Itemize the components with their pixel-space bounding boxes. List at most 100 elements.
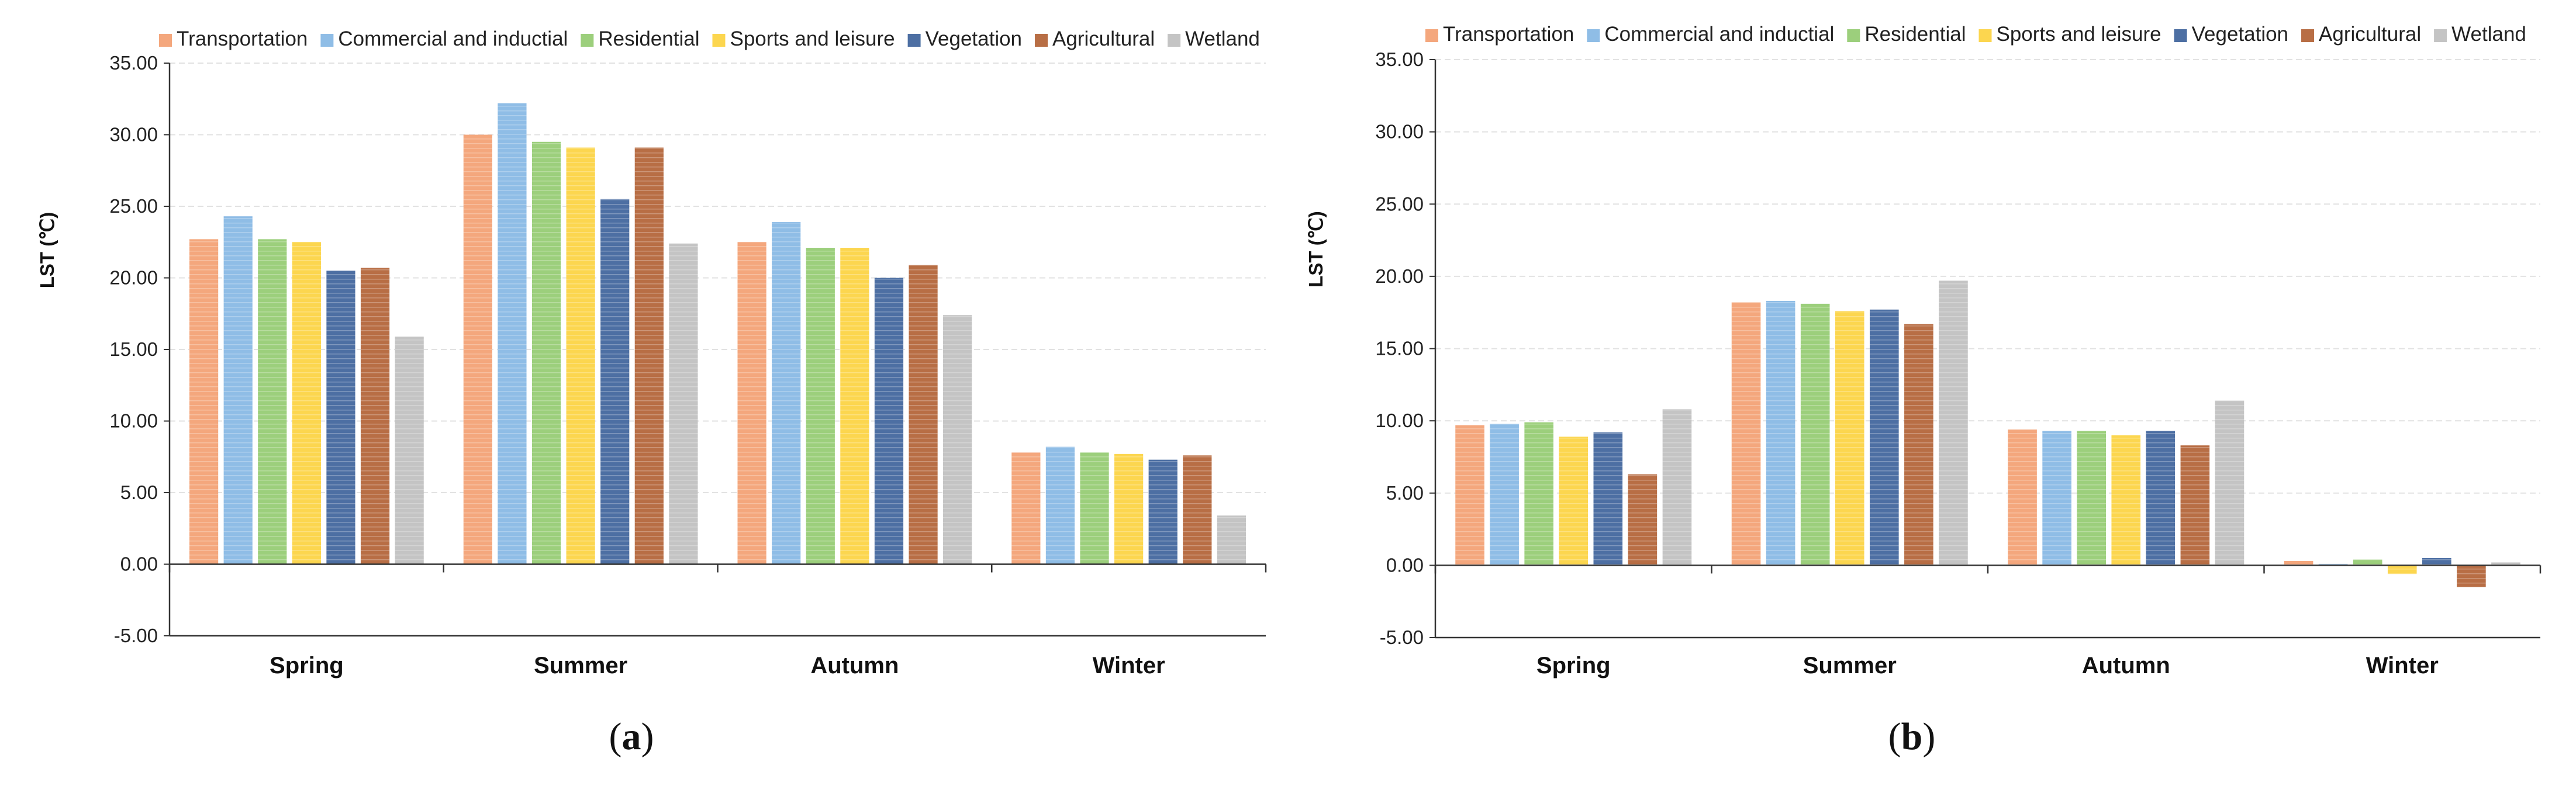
bar-agricultural-summer — [634, 147, 664, 565]
legend: Transportation Commercial and inductial Re… — [159, 27, 1260, 50]
bar-sports-and-leisure-spring — [1559, 437, 1589, 566]
bar-texture — [2180, 445, 2210, 566]
bar-texture — [498, 103, 527, 565]
legend-item-residential: Residential — [1847, 23, 1966, 46]
bar-sports-and-leisure-winter — [1114, 453, 1144, 565]
bar-texture — [1593, 432, 1623, 566]
y-tick-label: 10.00 — [1375, 410, 1424, 431]
category-labels: Spring Summer Autumn Winter — [270, 653, 1165, 678]
legend-swatch — [2301, 29, 2315, 42]
y-tick-label: 0.00 — [1386, 554, 1424, 576]
bar-sports-and-leisure-winter — [2387, 565, 2417, 574]
category-label-summer: Summer — [1803, 653, 1897, 678]
bar-wetland-spring — [395, 336, 424, 565]
bar-residential-autumn — [806, 248, 835, 565]
bar-wetland-winter — [2491, 562, 2520, 566]
bar-residential-spring — [1524, 422, 1553, 566]
y-tick-label: 35.00 — [1375, 49, 1424, 70]
legend-label: Wetland — [1185, 27, 1260, 50]
legend-label: Agricultural — [2319, 23, 2421, 46]
legend-item-agricultural: Agricultural — [1035, 27, 1155, 50]
y-tick-label: 30.00 — [109, 124, 158, 146]
legend-swatch — [581, 34, 594, 47]
legend-item-wetland: Wetland — [1168, 27, 1260, 50]
bar-texture — [223, 216, 253, 565]
category-label-winter: Winter — [1093, 653, 1165, 678]
category-label-winter: Winter — [2366, 653, 2439, 678]
bar-texture — [360, 268, 390, 565]
bar-transportation-winter — [2284, 560, 2313, 566]
bar-texture — [1939, 281, 1968, 566]
legend-item-agricultural: Agricultural — [2301, 23, 2421, 46]
category-labels: Spring Summer Autumn Winter — [1536, 653, 2439, 678]
category-label-autumn: Autumn — [2082, 653, 2170, 678]
legend-swatch — [2434, 29, 2447, 42]
y-tick-label: 10.00 — [109, 410, 158, 432]
legend-label: Residential — [1864, 23, 1966, 46]
bar-texture — [909, 265, 938, 565]
y-tick-label: 25.00 — [109, 195, 158, 217]
y-axis-ticks: -5.00 0.00 5.00 10.00 15.00 20.00 25.00 30.00 35… — [1375, 49, 1424, 648]
bar-texture — [1662, 409, 1692, 566]
legend-item-vegetation: Vegetation — [2174, 23, 2288, 46]
legend-item-sports-and-leisure: Sports and leisure — [1978, 23, 2161, 46]
legend-swatch — [712, 34, 726, 47]
legend-item-commercial-and-inductial: Commercial and inductial — [1587, 23, 1834, 46]
bar-sports-and-leisure-autumn — [840, 248, 869, 565]
bar-texture — [1835, 311, 1864, 566]
y-tick-label: 5.00 — [1386, 482, 1424, 504]
legend-swatch — [1425, 29, 1438, 42]
legend-label: Wetland — [2451, 23, 2526, 46]
bar-transportation-summer — [463, 134, 492, 565]
legend-label: Vegetation — [926, 27, 1022, 50]
legend-label: Transportation — [1443, 23, 1574, 46]
chart-b: Transportation Commercial and inductial Re… — [1305, 23, 2542, 758]
bar-texture — [2077, 431, 2106, 566]
bar-agricultural-winter — [1183, 455, 1212, 565]
bar-vegetation-summer — [600, 199, 630, 565]
bar-vegetation-winter — [2422, 558, 2451, 566]
bar-transportation-autumn — [737, 242, 766, 565]
bar-commercial-and-inductial-spring — [1490, 424, 1519, 566]
bar-vegetation-summer — [1870, 309, 1899, 566]
legend-label: Sports and leisure — [1996, 23, 2161, 46]
bar-texture — [1904, 324, 1933, 566]
bar-texture — [2146, 431, 2176, 566]
bar-texture — [1524, 422, 1553, 566]
bar-agricultural-spring — [360, 268, 390, 565]
bar-sports-and-leisure-autumn — [2111, 435, 2141, 566]
bar-transportation-spring — [189, 239, 219, 565]
bar-texture — [1114, 453, 1144, 565]
bar-texture — [806, 248, 835, 565]
bar-residential-winter — [1080, 452, 1109, 565]
bar-texture — [669, 243, 698, 565]
bar-texture — [1455, 425, 1484, 566]
bar-texture — [1766, 300, 1795, 566]
bars — [1455, 281, 2520, 587]
bar-residential-spring — [258, 239, 287, 565]
panel-label: (a) — [609, 715, 654, 758]
y-tick-label: 35.00 — [109, 52, 158, 74]
legend-label: Commercial and inductial — [338, 27, 568, 50]
bar-texture — [1080, 452, 1109, 565]
bar-agricultural-summer — [1904, 324, 1933, 566]
bar-texture — [2353, 559, 2382, 566]
bar-texture — [943, 315, 972, 565]
bar-wetland-spring — [1662, 409, 1692, 566]
bar-texture — [1045, 446, 1075, 565]
legend-swatch — [159, 34, 172, 47]
bar-residential-autumn — [2077, 431, 2106, 566]
bar-texture — [772, 221, 801, 565]
bar-texture — [2215, 400, 2244, 566]
bar-sports-and-leisure-spring — [292, 242, 321, 565]
bar-transportation-spring — [1455, 425, 1484, 566]
axes — [164, 63, 1267, 637]
bar-residential-winter — [2353, 559, 2382, 566]
bar-texture — [2387, 565, 2417, 574]
y-tick-label: 20.00 — [1375, 265, 1424, 287]
bar-wetland-winter — [1217, 515, 1246, 565]
legend-item-residential: Residential — [581, 27, 699, 50]
bar-agricultural-spring — [1628, 474, 1658, 566]
bar-texture — [1800, 303, 1830, 566]
bar-texture — [1559, 437, 1589, 566]
